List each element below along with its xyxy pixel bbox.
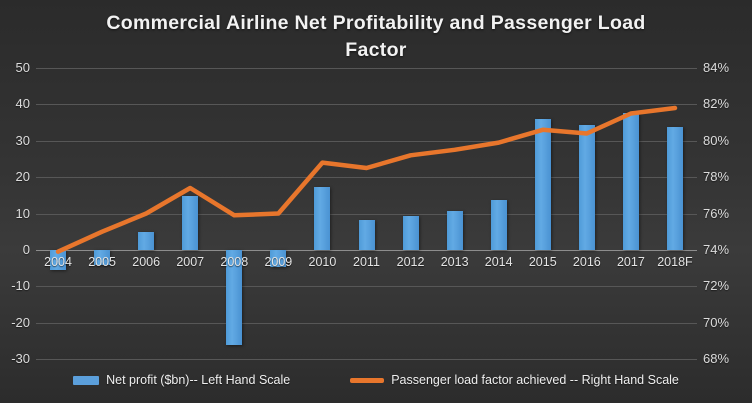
bar-2015[interactable] [534, 119, 551, 250]
right-axis-tick: 78% [703, 169, 730, 185]
gridline [36, 213, 697, 215]
bar-2013[interactable] [446, 210, 463, 250]
bar-2009[interactable] [270, 249, 287, 267]
right-axis-tick: 74% [703, 241, 730, 257]
bar-2005[interactable] [94, 249, 111, 265]
bar-2018F[interactable] [666, 126, 683, 250]
right-axis-tick: 68% [703, 351, 730, 366]
left-axis-tick: 20 [15, 169, 30, 185]
legend-label-load-factor: Passenger load factor achieved -- Right … [391, 373, 679, 387]
gridline [36, 249, 697, 251]
x-axis-tick-2005: 2005 [88, 255, 116, 269]
chart-legend: Net profit ($bn)-- Left Hand Scale Passe… [0, 368, 752, 392]
gridline [36, 322, 697, 324]
x-axis-tick-2014: 2014 [484, 255, 513, 269]
right-axis-tick: 84% [703, 60, 730, 75]
right-axis-tick: 82% [703, 96, 730, 112]
x-axis-tick-2016: 2016 [572, 255, 601, 269]
left-axis-tick: 10 [15, 205, 30, 221]
right-axis-tick: 76% [703, 205, 730, 221]
bar-2016[interactable] [578, 125, 595, 250]
left-axis-tick: 30 [15, 132, 30, 148]
gridline [36, 68, 697, 69]
left-axis-tick: -30 [11, 351, 30, 366]
x-axis-tick-2010: 2010 [308, 255, 337, 269]
legend-label-net-profit: Net profit ($bn)-- Left Hand Scale [106, 373, 291, 387]
bar-2010[interactable] [314, 186, 331, 250]
x-axis-tick-2011: 2011 [353, 255, 380, 269]
gridline [36, 104, 697, 106]
x-axis-tick-2015: 2015 [528, 255, 557, 269]
left-axis-tick: 40 [15, 96, 30, 112]
x-axis-tick-2018F: 2018F [657, 255, 693, 269]
legend-item-net-profit[interactable]: Net profit ($bn)-- Left Hand Scale [73, 373, 290, 387]
gridline [36, 286, 697, 288]
gridline [36, 177, 697, 179]
chart-title-line-2: Factor [345, 39, 407, 61]
bar-2017[interactable] [622, 113, 639, 250]
gridline [36, 359, 697, 360]
x-axis-tick-2009: 2009 [264, 255, 293, 269]
x-axis-tick-2007: 2007 [176, 255, 205, 269]
chart-title-line-1: Commercial Airline Net Profitability and… [106, 12, 646, 34]
legend-item-load-factor[interactable]: Passenger load factor achieved -- Right … [350, 373, 679, 387]
left-axis-tick: 50 [15, 60, 30, 75]
x-axis-tick-2008: 2008 [220, 255, 249, 269]
x-axis-tick-2006: 2006 [132, 255, 161, 269]
bar-2014[interactable] [490, 199, 507, 250]
bar-2006[interactable] [138, 231, 155, 250]
bar-swatch-icon [73, 375, 100, 385]
line-swatch-icon [350, 377, 385, 383]
chart-title: Commercial Airline Net Profitability and… [90, 10, 662, 64]
x-axis-tick-2017: 2017 [616, 255, 645, 269]
plot-area [36, 68, 697, 360]
load-factor-polyline [55, 105, 678, 254]
gridline [36, 140, 697, 142]
bar-2012[interactable] [402, 216, 419, 250]
x-axis-tick-2013: 2013 [440, 255, 469, 269]
line-series-load-factor [55, 105, 678, 254]
right-axis-tick: 70% [703, 314, 730, 330]
bar-2011[interactable] [358, 219, 375, 250]
x-axis-tick-2012: 2012 [396, 255, 425, 269]
left-axis-tick: 0 [22, 241, 30, 257]
left-axis-tick: -10 [11, 278, 30, 294]
right-axis-tick: 72% [703, 278, 730, 294]
right-axis-tick: 80% [703, 132, 730, 148]
bar-2004[interactable] [50, 249, 67, 271]
x-axis-tick-2004: 2004 [44, 255, 72, 269]
left-axis-tick: -20 [11, 314, 30, 330]
bar-2007[interactable] [182, 196, 199, 250]
bar-2008[interactable] [226, 249, 243, 345]
